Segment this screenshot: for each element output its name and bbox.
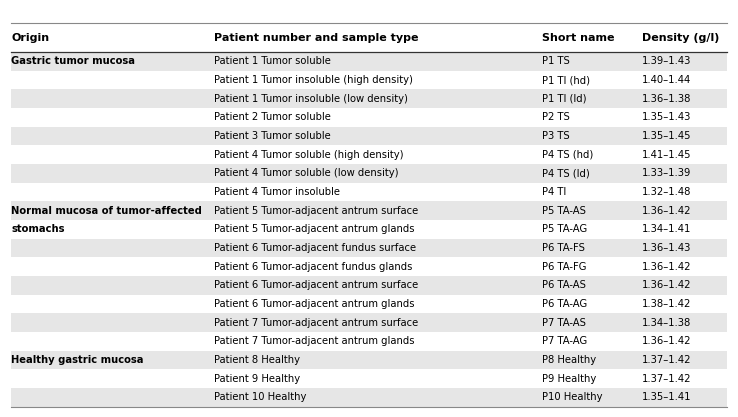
- Text: Patient 10 Healthy: Patient 10 Healthy: [214, 392, 306, 402]
- Text: 1.35–1.41: 1.35–1.41: [642, 392, 692, 402]
- Text: Normal mucosa of tumor-affected: Normal mucosa of tumor-affected: [11, 206, 202, 216]
- Text: 1.36–1.43: 1.36–1.43: [642, 243, 692, 253]
- Text: Origin: Origin: [11, 33, 49, 43]
- Text: stomachs: stomachs: [11, 224, 64, 234]
- Text: 1.32–1.48: 1.32–1.48: [642, 187, 692, 197]
- Text: P4 TI: P4 TI: [542, 187, 567, 197]
- Text: 1.37–1.42: 1.37–1.42: [642, 355, 692, 365]
- Bar: [11, 164, 727, 183]
- Text: 1.36–1.38: 1.36–1.38: [642, 94, 692, 104]
- Text: Patient 5 Tumor-adjacent antrum surface: Patient 5 Tumor-adjacent antrum surface: [214, 206, 418, 216]
- Text: Gastric tumor mucosa: Gastric tumor mucosa: [11, 56, 135, 66]
- Text: Patient 6 Tumor-adjacent antrum surface: Patient 6 Tumor-adjacent antrum surface: [214, 280, 418, 290]
- Text: Density (g/l): Density (g/l): [642, 33, 720, 43]
- Bar: [11, 313, 727, 332]
- Text: P7 TA-AG: P7 TA-AG: [542, 336, 587, 346]
- Text: P6 TA-FS: P6 TA-FS: [542, 243, 585, 253]
- Text: Patient 7 Tumor-adjacent antrum glands: Patient 7 Tumor-adjacent antrum glands: [214, 336, 415, 346]
- Text: Patient 1 Tumor soluble: Patient 1 Tumor soluble: [214, 56, 331, 66]
- Text: Patient 2 Tumor soluble: Patient 2 Tumor soluble: [214, 113, 331, 123]
- Text: Patient 9 Healthy: Patient 9 Healthy: [214, 374, 300, 384]
- Text: 1.39–1.43: 1.39–1.43: [642, 56, 692, 66]
- Text: Patient 4 Tumor soluble (high density): Patient 4 Tumor soluble (high density): [214, 150, 404, 160]
- Text: P7 TA-AS: P7 TA-AS: [542, 318, 586, 328]
- Text: Patient 3 Tumor soluble: Patient 3 Tumor soluble: [214, 131, 331, 141]
- Text: P8 Healthy: P8 Healthy: [542, 355, 596, 365]
- Text: P6 TA-FG: P6 TA-FG: [542, 261, 587, 271]
- Text: Patient 1 Tumor insoluble (low density): Patient 1 Tumor insoluble (low density): [214, 94, 408, 104]
- Text: Patient 1 Tumor insoluble (high density): Patient 1 Tumor insoluble (high density): [214, 75, 413, 85]
- Text: 1.36–1.42: 1.36–1.42: [642, 206, 692, 216]
- Text: P2 TS: P2 TS: [542, 113, 570, 123]
- Text: P1 TI (hd): P1 TI (hd): [542, 75, 590, 85]
- Text: 1.36–1.42: 1.36–1.42: [642, 336, 692, 346]
- Bar: [11, 276, 727, 295]
- Bar: [11, 201, 727, 220]
- Text: P4 TS (ld): P4 TS (ld): [542, 168, 590, 178]
- Text: Patient 6 Tumor-adjacent antrum glands: Patient 6 Tumor-adjacent antrum glands: [214, 299, 415, 309]
- Text: P6 TA-AG: P6 TA-AG: [542, 299, 587, 309]
- Text: P9 Healthy: P9 Healthy: [542, 374, 597, 384]
- Text: 1.38–1.42: 1.38–1.42: [642, 299, 692, 309]
- Text: P1 TS: P1 TS: [542, 56, 570, 66]
- Text: Patient 4 Tumor soluble (low density): Patient 4 Tumor soluble (low density): [214, 168, 399, 178]
- Text: Patient 6 Tumor-adjacent fundus glands: Patient 6 Tumor-adjacent fundus glands: [214, 261, 413, 271]
- Bar: [11, 351, 727, 369]
- Text: 1.36–1.42: 1.36–1.42: [642, 261, 692, 271]
- Bar: [11, 52, 727, 71]
- Bar: [11, 239, 727, 257]
- Text: P5 TA-AG: P5 TA-AG: [542, 224, 587, 234]
- Text: 1.41–1.45: 1.41–1.45: [642, 150, 692, 160]
- Bar: [11, 89, 727, 108]
- Bar: [11, 127, 727, 146]
- Text: P4 TS (hd): P4 TS (hd): [542, 150, 593, 160]
- Text: P3 TS: P3 TS: [542, 131, 570, 141]
- Text: Healthy gastric mucosa: Healthy gastric mucosa: [11, 355, 144, 365]
- Text: P1 TI (ld): P1 TI (ld): [542, 94, 587, 104]
- Text: Patient 5 Tumor-adjacent antrum glands: Patient 5 Tumor-adjacent antrum glands: [214, 224, 415, 234]
- Text: Patient 7 Tumor-adjacent antrum surface: Patient 7 Tumor-adjacent antrum surface: [214, 318, 418, 328]
- Text: Short name: Short name: [542, 33, 615, 43]
- Text: 1.33–1.39: 1.33–1.39: [642, 168, 692, 178]
- Text: Patient number and sample type: Patient number and sample type: [214, 33, 418, 43]
- Text: 1.37–1.42: 1.37–1.42: [642, 374, 692, 384]
- Text: Patient 6 Tumor-adjacent fundus surface: Patient 6 Tumor-adjacent fundus surface: [214, 243, 416, 253]
- Text: Patient 8 Healthy: Patient 8 Healthy: [214, 355, 300, 365]
- Text: P6 TA-AS: P6 TA-AS: [542, 280, 586, 290]
- Text: 1.34–1.41: 1.34–1.41: [642, 224, 692, 234]
- Text: 1.35–1.43: 1.35–1.43: [642, 113, 692, 123]
- Text: P10 Healthy: P10 Healthy: [542, 392, 603, 402]
- Bar: [11, 388, 727, 407]
- Text: 1.36–1.42: 1.36–1.42: [642, 280, 692, 290]
- Text: 1.40–1.44: 1.40–1.44: [642, 75, 692, 85]
- Text: Patient 4 Tumor insoluble: Patient 4 Tumor insoluble: [214, 187, 340, 197]
- Text: P5 TA-AS: P5 TA-AS: [542, 206, 586, 216]
- Text: 1.35–1.45: 1.35–1.45: [642, 131, 692, 141]
- Text: 1.34–1.38: 1.34–1.38: [642, 318, 692, 328]
